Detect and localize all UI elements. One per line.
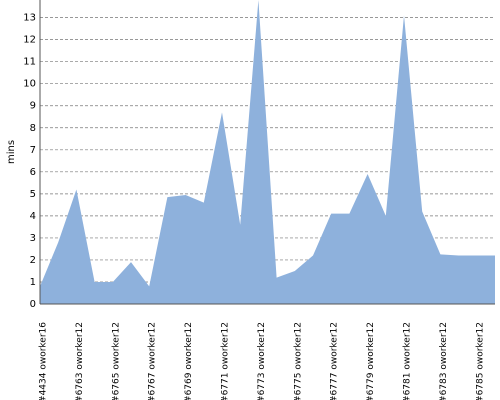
y-tick-label: 1 xyxy=(30,277,36,288)
y-tick-label: 8 xyxy=(30,123,36,134)
x-tick-label: #6783 oworker12 xyxy=(439,322,449,400)
x-tick-label: #6765 oworker12 xyxy=(111,322,121,400)
y-tick-label: 0 xyxy=(30,299,36,310)
y-tick-label: 4 xyxy=(30,211,36,222)
x-tick-label: #6785 oworker12 xyxy=(475,322,485,400)
y-tick-label: 5 xyxy=(30,189,36,200)
y-tick-label: 13 xyxy=(23,13,36,24)
y-axis-label: mins xyxy=(6,140,17,164)
x-tick-label: #6773 oworker12 xyxy=(257,322,267,400)
x-tick-label: #6781 oworker12 xyxy=(403,322,413,400)
y-tick-label: 12 xyxy=(23,35,36,46)
x-tick-label: #6769 oworker12 xyxy=(184,322,194,400)
x-tick-label: #6771 oworker12 xyxy=(221,322,231,400)
x-tick-label: #6777 oworker12 xyxy=(330,322,340,400)
y-tick-label: 2 xyxy=(30,255,36,266)
x-tick-label: #6779 oworker12 xyxy=(366,322,376,400)
x-tick-label: #6767 oworker12 xyxy=(148,322,158,400)
y-tick-label: 9 xyxy=(30,101,36,112)
y-tick-label: 3 xyxy=(30,233,36,244)
x-tick-label: #4434 oworker16 xyxy=(39,322,49,400)
x-tick-label: #6763 oworker12 xyxy=(75,322,85,400)
x-tick-label: #6775 oworker12 xyxy=(293,322,303,400)
y-tick-label: 11 xyxy=(23,57,36,68)
y-tick-label: 7 xyxy=(30,145,36,156)
y-tick-label: 10 xyxy=(23,79,36,90)
y-tick-label: 6 xyxy=(30,167,36,178)
area xyxy=(40,0,495,304)
